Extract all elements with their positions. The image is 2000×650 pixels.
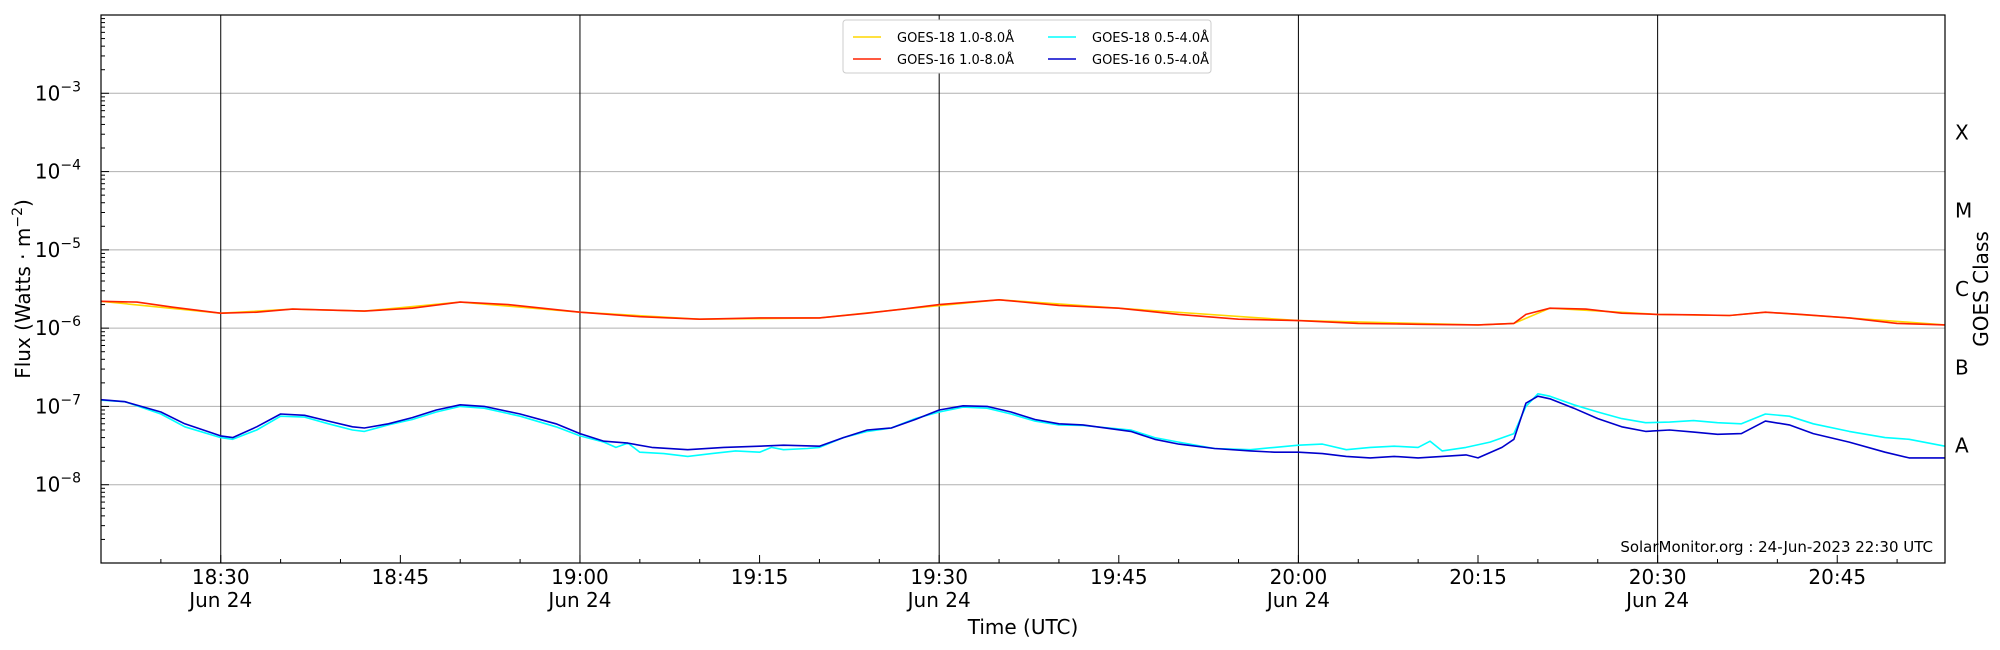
- goes-class-label: C: [1955, 277, 1969, 301]
- x-tick-date-label: Jun 24: [906, 588, 971, 612]
- x-tick-label: 18:45: [372, 565, 430, 589]
- y-tick-label: 10−6: [35, 314, 81, 340]
- x-tick-label: 20:00: [1270, 565, 1328, 589]
- x-tick-label: 20:30: [1629, 565, 1687, 589]
- y-tick-label: 10−5: [35, 236, 81, 262]
- goes-class-label: A: [1955, 434, 1969, 458]
- x-tick-label: 20:45: [1808, 565, 1866, 589]
- x-tick-label: 19:00: [551, 565, 609, 589]
- goes-class-label: X: [1955, 120, 1969, 144]
- y-tick-label: 10−3: [35, 79, 81, 105]
- y-tick-label: 10−4: [35, 158, 81, 184]
- legend-label: GOES-16 1.0-8.0Å: [897, 52, 1014, 68]
- x-tick-date-label: Jun 24: [1624, 588, 1689, 612]
- y-tick-label: 10−8: [35, 471, 81, 497]
- goes-class-label: B: [1955, 355, 1969, 379]
- x-tick-date-label: Jun 24: [187, 588, 252, 612]
- legend-label: GOES-18 0.5-4.0Å: [1092, 30, 1209, 46]
- y-tick-label: 10−7: [35, 392, 81, 418]
- series-line: [100, 298, 1946, 326]
- x-tick-date-label: Jun 24: [1265, 588, 1330, 612]
- x-tick-label: 19:15: [731, 565, 789, 589]
- series-line: [100, 392, 1946, 458]
- x-tick-date-label: Jun 24: [546, 588, 611, 612]
- series-lines: [100, 298, 1946, 459]
- right-axis-title: GOES Class: [1969, 231, 1993, 347]
- x-axis-title: Time (UTC): [967, 615, 1079, 639]
- grid-lines: [101, 15, 1945, 563]
- plot-frame: [100, 14, 1946, 564]
- x-tick-label: 18:30: [192, 565, 250, 589]
- series-line: [100, 395, 1945, 459]
- x-tick-label: 19:45: [1090, 565, 1148, 589]
- x-tick-label: 20:15: [1449, 565, 1507, 589]
- legend-label: GOES-18 1.0-8.0Å: [897, 30, 1014, 46]
- y-axis-title: Flux (Watts · m−2): [10, 199, 35, 379]
- axes: [100, 14, 1946, 564]
- x-tick-label: 19:30: [910, 565, 968, 589]
- footer-credit: SolarMonitor.org : 24-Jun-2023 22:30 UTC: [1620, 538, 1933, 556]
- legend-label: GOES-16 0.5-4.0Å: [1092, 52, 1209, 68]
- series-line: [100, 298, 1946, 326]
- legend: GOES-18 1.0-8.0Å GOES-18 0.5-4.0Å GOES-16 …: [842, 19, 1212, 74]
- legend-box: [842, 19, 1212, 74]
- goes-class-label: M: [1955, 199, 1972, 223]
